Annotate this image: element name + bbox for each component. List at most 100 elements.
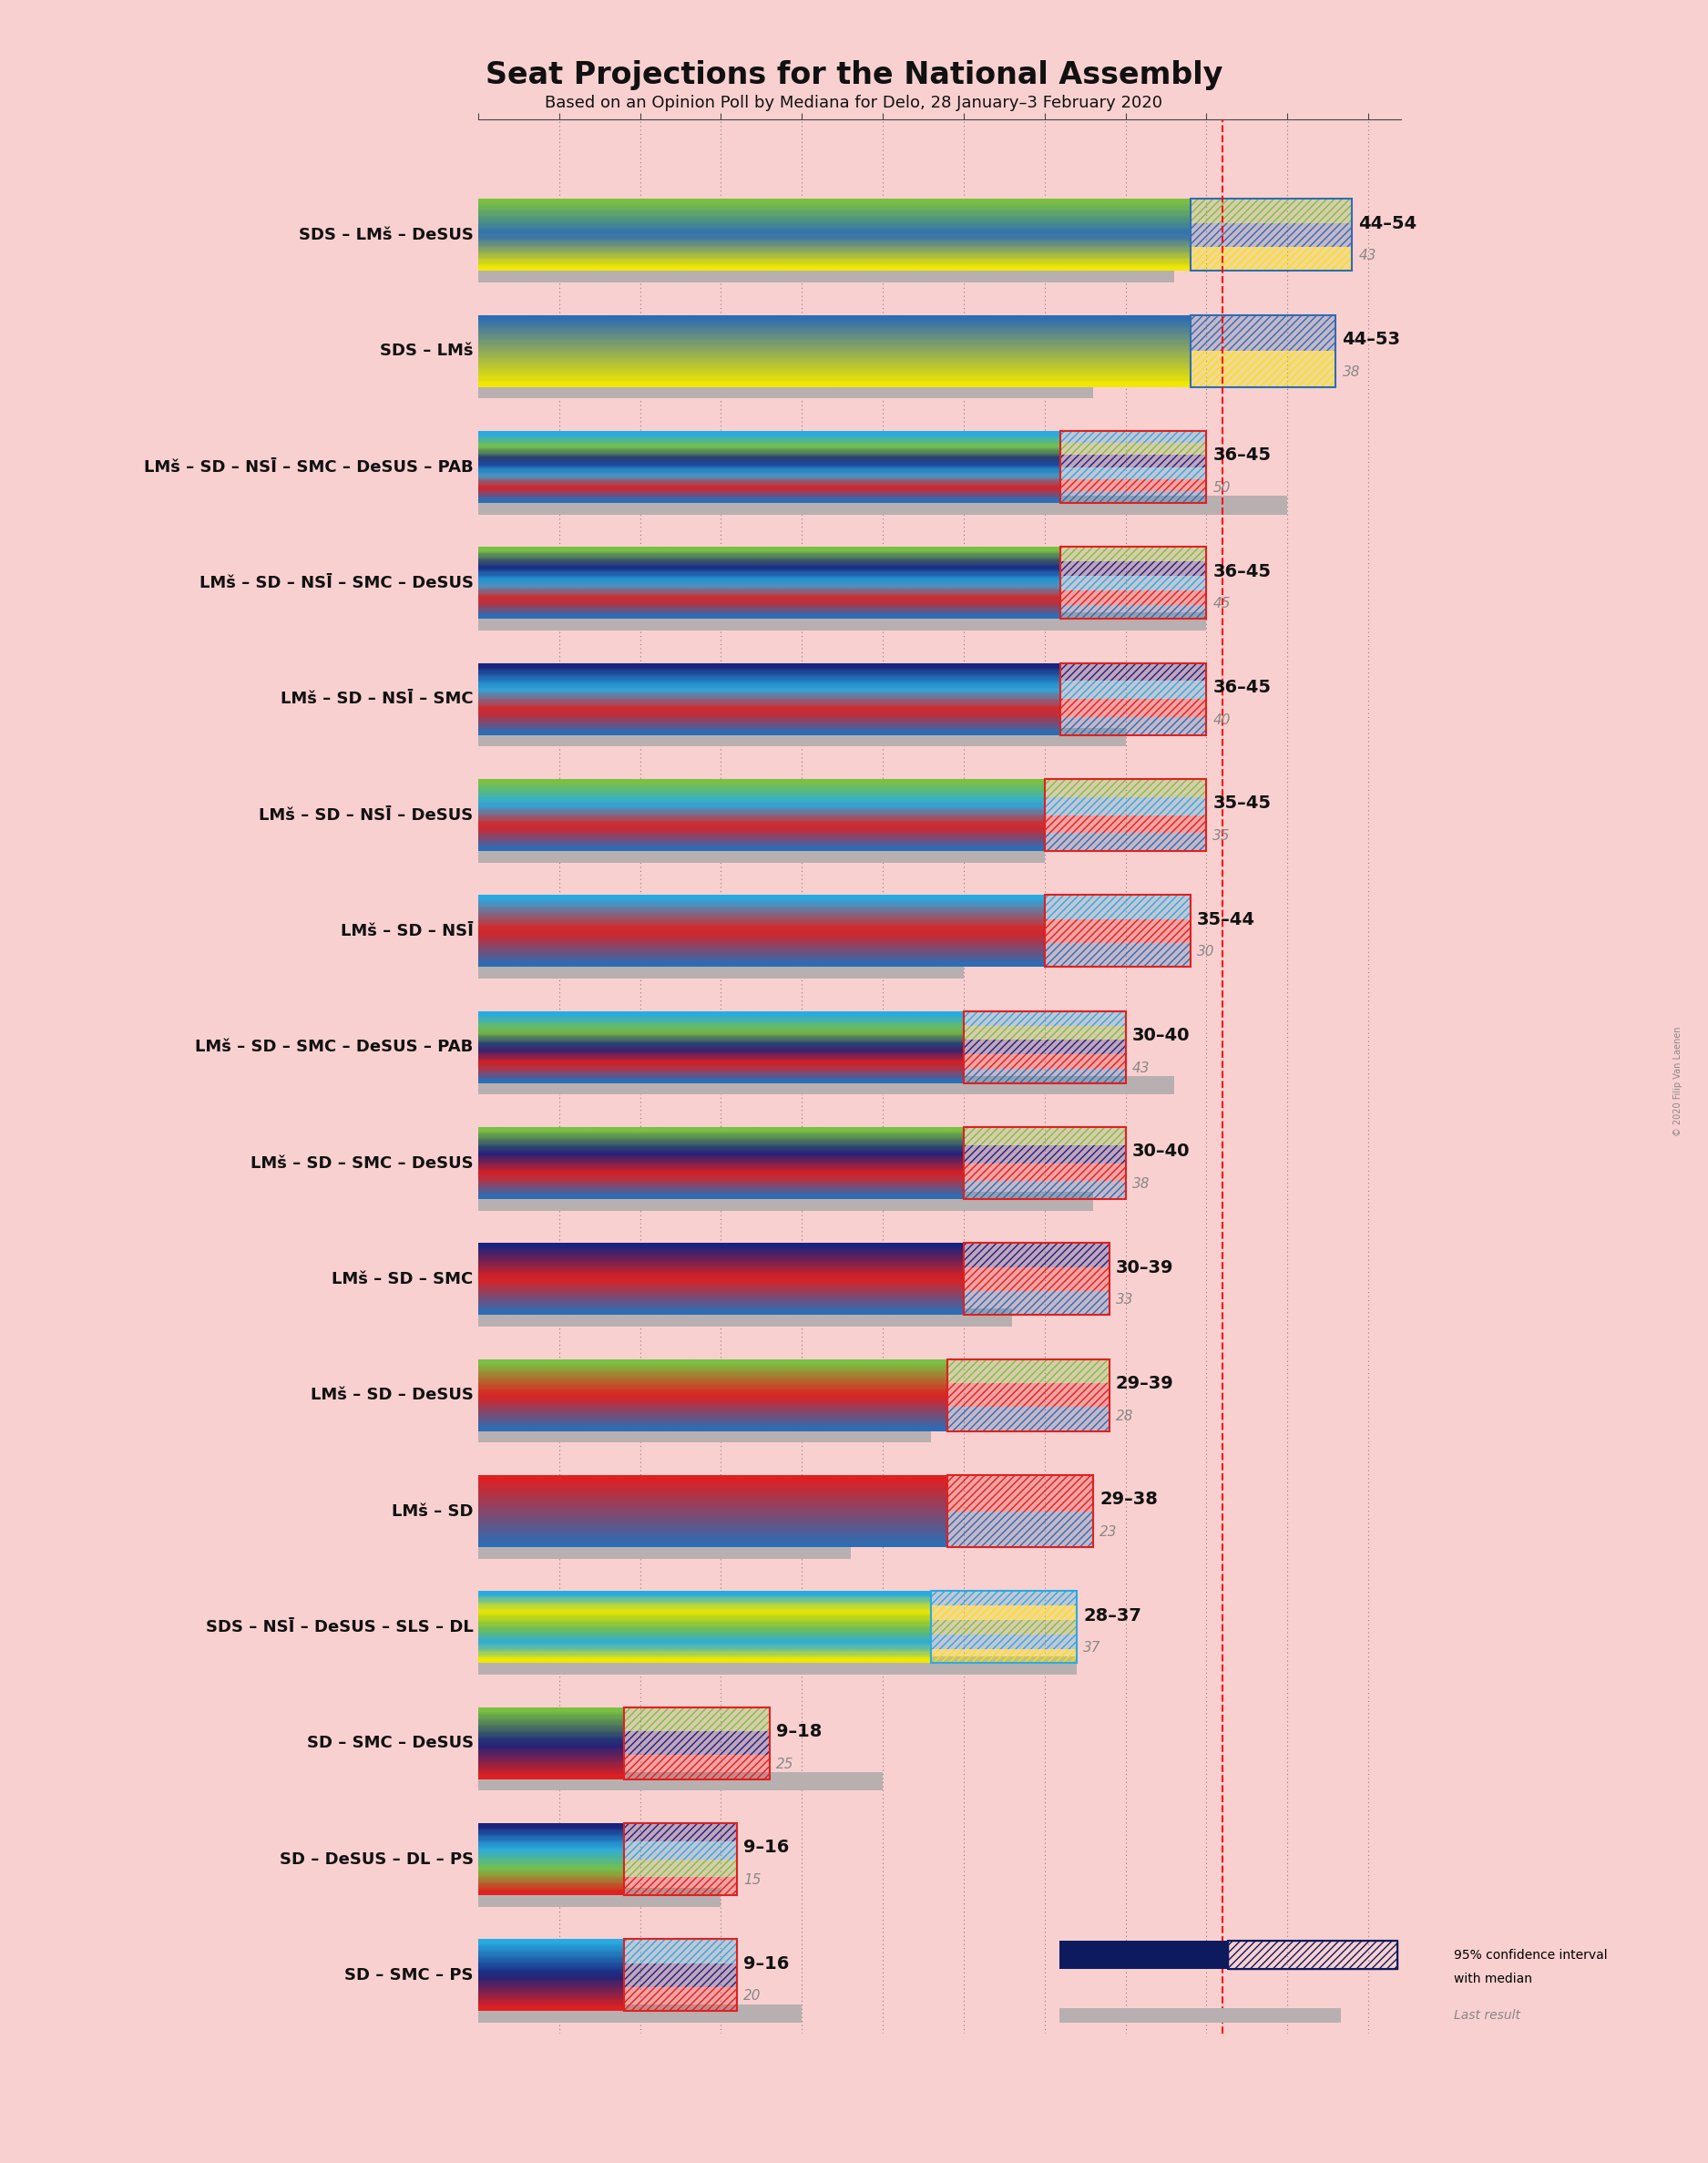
Bar	[1061, 590, 1206, 606]
Text: 36–45: 36–45	[1213, 562, 1271, 580]
Text: 28–37: 28–37	[1083, 1607, 1141, 1624]
Bar	[1228, 1940, 1397, 1968]
Bar	[1061, 430, 1206, 504]
Bar	[1061, 681, 1206, 699]
Bar	[478, 729, 1126, 746]
Bar	[1190, 316, 1336, 350]
Bar	[623, 1754, 770, 1780]
Bar	[478, 844, 1045, 863]
Bar	[1061, 454, 1206, 467]
Bar	[478, 1657, 1078, 1674]
Bar	[963, 1291, 1108, 1315]
Text: © 2020 Filip Van Laenen: © 2020 Filip Van Laenen	[1674, 1027, 1682, 1136]
Bar	[1061, 491, 1206, 504]
Text: 38: 38	[1342, 366, 1360, 379]
Bar	[623, 1860, 738, 1877]
Text: LMš – SD – NSĪ – DeSUS: LMš – SD – NSĪ – DeSUS	[260, 807, 473, 824]
Text: 35–44: 35–44	[1197, 911, 1255, 928]
Bar	[1190, 316, 1336, 387]
Bar	[963, 1268, 1108, 1291]
Text: 43: 43	[1132, 1062, 1149, 1075]
Text: with median: with median	[1454, 1973, 1532, 1986]
Bar	[1061, 491, 1206, 504]
Bar	[623, 1988, 738, 2012]
Bar	[948, 1358, 1108, 1382]
Text: 25: 25	[775, 1756, 794, 1771]
Bar	[1045, 895, 1190, 967]
Bar	[1061, 430, 1206, 443]
Bar	[1190, 223, 1353, 247]
Bar	[1045, 919, 1190, 943]
Bar	[963, 1244, 1108, 1268]
Bar	[1061, 547, 1206, 619]
Bar	[963, 1069, 1126, 1084]
Bar	[623, 1823, 738, 1841]
Text: LMš – SD – NSĪ – SMC – DeSUS: LMš – SD – NSĪ – SMC – DeSUS	[200, 575, 473, 590]
Bar	[931, 1605, 1078, 1620]
Bar	[963, 1127, 1126, 1198]
Bar	[963, 1164, 1126, 1181]
Bar	[963, 1268, 1108, 1291]
Bar	[1061, 699, 1206, 716]
Bar	[1061, 430, 1206, 443]
Bar	[1061, 664, 1206, 735]
Bar	[1061, 664, 1206, 681]
Bar	[1045, 779, 1206, 798]
Bar	[1061, 606, 1206, 619]
Bar	[1190, 199, 1353, 223]
Bar	[1061, 562, 1206, 575]
Text: 38: 38	[1132, 1177, 1149, 1192]
Bar	[963, 1040, 1126, 1053]
Bar	[948, 1408, 1108, 1432]
Bar	[623, 1841, 738, 1860]
Bar	[478, 1077, 1173, 1094]
Bar	[931, 1605, 1078, 1620]
Bar	[623, 1754, 770, 1780]
Bar	[1190, 223, 1353, 247]
Text: Based on an Opinion Poll by Mediana for Delo, 28 January–3 February 2020: Based on an Opinion Poll by Mediana for …	[545, 95, 1163, 112]
Text: 15: 15	[743, 1873, 762, 1886]
Text: 28: 28	[1115, 1408, 1134, 1423]
Text: 30: 30	[1197, 945, 1214, 958]
Bar	[963, 1144, 1126, 1164]
Bar	[1061, 575, 1206, 590]
Bar	[1190, 199, 1353, 223]
Bar	[963, 1053, 1126, 1069]
Bar	[623, 1964, 738, 1988]
Text: 35: 35	[1213, 828, 1231, 844]
Bar	[478, 1540, 851, 1560]
Text: 30–40: 30–40	[1132, 1027, 1190, 1045]
Bar	[1190, 316, 1336, 350]
Bar	[1045, 895, 1190, 919]
Bar	[1061, 699, 1206, 716]
Bar	[1061, 454, 1206, 467]
Bar	[1061, 681, 1206, 699]
Bar	[963, 1144, 1126, 1164]
Bar	[931, 1592, 1078, 1605]
Bar	[478, 2005, 801, 2022]
Bar	[1059, 2009, 1341, 2022]
Bar	[623, 1823, 738, 1895]
Text: LMš – SD – NSĪ – SMC: LMš – SD – NSĪ – SMC	[280, 690, 473, 707]
Bar	[948, 1382, 1108, 1408]
Bar	[623, 1707, 770, 1730]
Bar	[931, 1592, 1078, 1663]
Bar	[948, 1358, 1108, 1432]
Bar	[963, 1181, 1126, 1198]
Text: 30–40: 30–40	[1132, 1142, 1190, 1159]
Bar	[623, 1940, 738, 1964]
Text: 44–53: 44–53	[1342, 331, 1401, 348]
Text: 33: 33	[1115, 1293, 1134, 1306]
Bar	[478, 1888, 721, 1908]
Bar	[963, 1181, 1126, 1198]
Bar	[931, 1592, 1078, 1605]
Text: Last result: Last result	[1454, 2009, 1520, 2022]
Text: SD – SMC – DeSUS: SD – SMC – DeSUS	[306, 1735, 473, 1752]
Bar	[1061, 478, 1206, 491]
Bar	[963, 1127, 1126, 1144]
Text: 9–16: 9–16	[743, 1839, 789, 1856]
Text: LMš – SD – SMC – DeSUS: LMš – SD – SMC – DeSUS	[251, 1155, 473, 1172]
Bar	[963, 1010, 1126, 1084]
Bar	[963, 1040, 1126, 1053]
Text: 9–18: 9–18	[775, 1724, 822, 1741]
